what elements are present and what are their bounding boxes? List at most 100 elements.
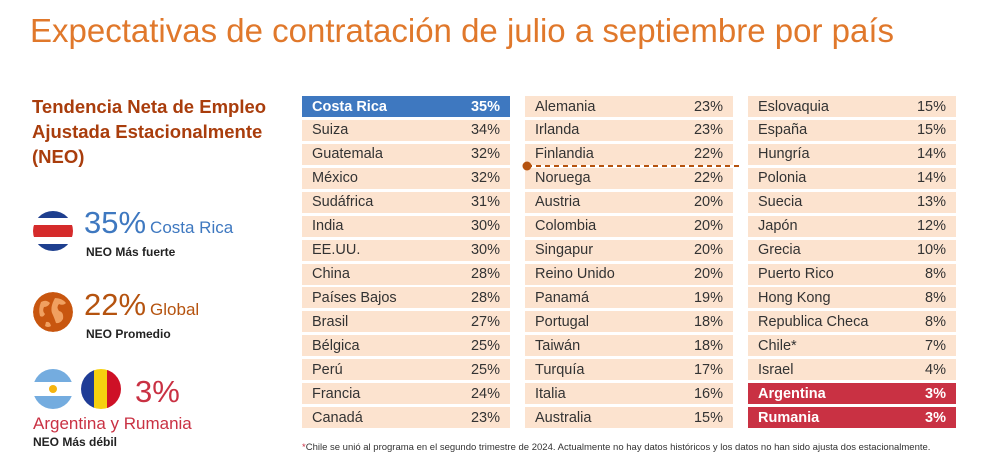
average-name: Global bbox=[150, 300, 200, 319]
argentina-flag-icon bbox=[33, 369, 73, 409]
country-value: 16% bbox=[693, 385, 723, 402]
strongest-value: 35% bbox=[84, 205, 147, 240]
table-row: Panamá 19% bbox=[525, 287, 733, 309]
country-name: Colombia bbox=[535, 218, 597, 235]
country-name: Argentina bbox=[758, 385, 826, 402]
country-value: 15% bbox=[693, 409, 723, 426]
country-name: Irlanda bbox=[535, 122, 580, 139]
country-name: Austria bbox=[535, 194, 581, 211]
globe-icon bbox=[33, 292, 73, 332]
table-row: Italia 16% bbox=[525, 383, 733, 405]
country-name: Rumania bbox=[758, 409, 820, 426]
table-row: Israel 4% bbox=[748, 359, 956, 381]
country-value: 3% bbox=[925, 409, 946, 426]
country-value: 25% bbox=[470, 361, 500, 378]
table-row: Rumania 3% bbox=[748, 407, 956, 429]
country-name: Reino Unido bbox=[535, 266, 615, 282]
country-value: 18% bbox=[693, 313, 723, 330]
country-name: Puerto Rico bbox=[758, 266, 834, 282]
table-row: Argentina 3% bbox=[748, 383, 956, 405]
country-value: 14% bbox=[916, 146, 946, 163]
country-value: 23% bbox=[470, 409, 500, 426]
table-row: Eslovaquia 15% bbox=[748, 96, 956, 117]
weakest-name: Argentina y Rumania bbox=[33, 414, 192, 433]
country-name: México bbox=[312, 170, 358, 187]
country-value: 22% bbox=[693, 170, 723, 187]
average-stat: 22% Global bbox=[84, 287, 199, 323]
country-value: 28% bbox=[470, 266, 500, 282]
country-value: 8% bbox=[925, 289, 946, 306]
table-row: Hungría 14% bbox=[748, 143, 956, 165]
country-name: Brasil bbox=[312, 313, 349, 330]
country-name: EE.UU. bbox=[312, 242, 361, 259]
table-row: Costa Rica 35% bbox=[302, 96, 510, 117]
table-row: Australia 15% bbox=[525, 407, 733, 429]
strongest-stat: 35% Costa Rica bbox=[84, 205, 233, 241]
romania-flag-icon bbox=[81, 369, 121, 409]
country-value: 25% bbox=[470, 337, 500, 354]
country-value: 8% bbox=[925, 266, 946, 282]
average-label: NEO Promedio bbox=[86, 327, 171, 341]
table-row: Singapur 20% bbox=[525, 239, 733, 261]
table-row: Bélgica 25% bbox=[302, 335, 510, 357]
country-value: 4% bbox=[925, 361, 946, 378]
table-row: Chile* 7% bbox=[748, 335, 956, 357]
table-row: Francia 24% bbox=[302, 383, 510, 405]
country-name: Bélgica bbox=[312, 337, 360, 354]
country-name: Portugal bbox=[535, 313, 590, 330]
country-name: Polonia bbox=[758, 170, 807, 187]
country-value: 7% bbox=[925, 337, 946, 354]
weakest-value: 3% bbox=[135, 374, 180, 409]
country-value: 10% bbox=[916, 242, 946, 259]
table-row: Noruega 22% bbox=[525, 167, 733, 189]
table-row: Portugal 18% bbox=[525, 311, 733, 333]
country-value: 20% bbox=[693, 218, 723, 235]
country-name: Países Bajos bbox=[312, 289, 397, 306]
country-name: Japón bbox=[758, 218, 798, 235]
country-name: Taiwán bbox=[535, 337, 581, 354]
country-value: 35% bbox=[470, 98, 500, 115]
country-value: 3% bbox=[925, 385, 946, 402]
country-value: 20% bbox=[693, 266, 723, 282]
country-name: India bbox=[312, 218, 344, 235]
table-row: Colombia 20% bbox=[525, 215, 733, 237]
country-value: 12% bbox=[916, 218, 946, 235]
table-row: Suecia 13% bbox=[748, 191, 956, 213]
country-value: 18% bbox=[693, 337, 723, 354]
country-value: 24% bbox=[470, 385, 500, 402]
country-value: 15% bbox=[916, 98, 946, 115]
country-value: 32% bbox=[470, 146, 500, 163]
table-row: Turquía 17% bbox=[525, 359, 733, 381]
country-value: 13% bbox=[916, 194, 946, 211]
footnote-marker: * bbox=[302, 442, 306, 453]
table-row: China 28% bbox=[302, 263, 510, 285]
country-name: Sudáfrica bbox=[312, 194, 374, 211]
country-name: Israel bbox=[758, 361, 794, 378]
table-row: Hong Kong 8% bbox=[748, 287, 956, 309]
table-row: Brasil 27% bbox=[302, 311, 510, 333]
country-name: Australia bbox=[535, 409, 592, 426]
table-row: Japón 12% bbox=[748, 215, 956, 237]
table-row: Sudáfrica 31% bbox=[302, 191, 510, 213]
country-value: 19% bbox=[693, 289, 723, 306]
costa-rica-flag-icon bbox=[33, 211, 73, 251]
country-name: China bbox=[312, 266, 350, 282]
country-name: Hungría bbox=[758, 146, 810, 163]
table-row: México 32% bbox=[302, 167, 510, 189]
table-row: Países Bajos 28% bbox=[302, 287, 510, 309]
table-row: Perú 25% bbox=[302, 359, 510, 381]
country-value: 23% bbox=[693, 98, 723, 115]
country-value: 22% bbox=[693, 146, 723, 163]
country-name: Panamá bbox=[535, 289, 590, 306]
country-name: Grecia bbox=[758, 242, 801, 259]
country-value: 31% bbox=[470, 194, 500, 211]
country-value: 20% bbox=[693, 194, 723, 211]
table-row: Polonia 14% bbox=[748, 167, 956, 189]
country-name: España bbox=[758, 122, 808, 139]
table-row: India 30% bbox=[302, 215, 510, 237]
table-row: Reino Unido 20% bbox=[525, 263, 733, 285]
country-name: Eslovaquia bbox=[758, 98, 829, 115]
table-row: Puerto Rico 8% bbox=[748, 263, 956, 285]
table-row: EE.UU. 30% bbox=[302, 239, 510, 261]
